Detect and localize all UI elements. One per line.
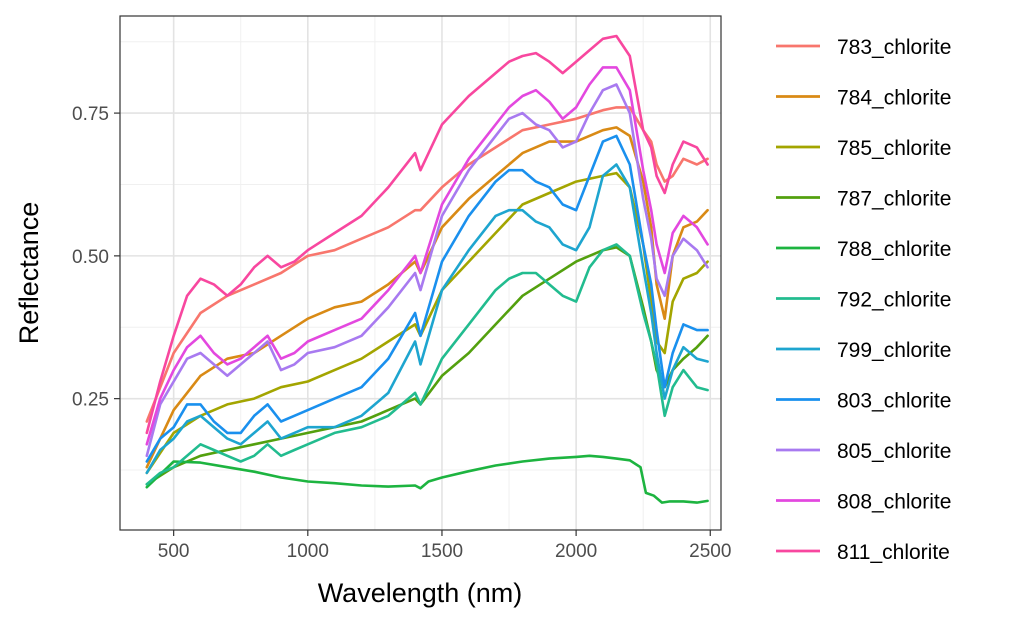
x-tick-label: 2500 — [689, 541, 731, 562]
y-axis: 0.25 0.50 0.75 — [72, 104, 120, 411]
x-tick-label: 500 — [158, 541, 190, 562]
series-line-792_chlorite — [145, 243, 709, 486]
legend-label: 785_chlorite — [837, 137, 951, 160]
legend-item: 799_chlorite — [776, 339, 951, 362]
legend-item: 783_chlorite — [776, 36, 951, 59]
y-axis-title: Reflectance — [14, 202, 44, 345]
y-tick-label: 0.50 — [72, 247, 109, 268]
legend-label: 805_chlorite — [837, 440, 951, 463]
x-axis: 500 1000 1500 2000 2500 — [158, 530, 731, 562]
legend-item: 808_chlorite — [776, 491, 951, 514]
legend-label: 799_chlorite — [837, 339, 951, 362]
legend-label: 787_chlorite — [837, 188, 951, 211]
legend-item: 811_chlorite — [776, 541, 950, 564]
legend-label: 783_chlorite — [837, 36, 951, 59]
legend-item: 784_chlorite — [776, 87, 951, 110]
legend-item: 805_chlorite — [776, 440, 951, 463]
series-line-808_chlorite — [145, 66, 709, 446]
series-line-805_chlorite — [145, 83, 709, 458]
x-tick-label: 1000 — [287, 541, 329, 562]
legend-label: 784_chlorite — [837, 87, 951, 110]
x-tick-label: 1500 — [421, 541, 463, 562]
y-tick-label: 0.75 — [72, 104, 109, 125]
legend-label: 792_chlorite — [837, 289, 951, 312]
series-line-799_chlorite — [145, 163, 709, 475]
x-axis-title: Wavelength (nm) — [318, 578, 523, 608]
legend-label: 788_chlorite — [837, 238, 951, 261]
legend-item: 792_chlorite — [776, 289, 951, 312]
legend-label: 808_chlorite — [837, 491, 951, 514]
grid-minor — [120, 16, 721, 530]
legend: 783_chlorite 784_chlorite 785_chlorite 787_… — [776, 36, 951, 564]
legend-item: 785_chlorite — [776, 137, 951, 160]
series-line-783_chlorite — [145, 106, 709, 423]
series-line-811_chlorite — [145, 34, 709, 435]
legend-label: 803_chlorite — [837, 390, 951, 413]
legend-label: 811_chlorite — [837, 541, 950, 564]
legend-item: 787_chlorite — [776, 188, 951, 211]
series-line-788_chlorite — [145, 454, 709, 504]
legend-item: 788_chlorite — [776, 238, 951, 261]
series-layer — [145, 34, 709, 504]
y-tick-label: 0.25 — [72, 390, 109, 411]
series-line-803_chlorite — [145, 134, 709, 463]
panel-border — [119, 15, 722, 531]
x-tick-label: 2000 — [555, 541, 597, 562]
legend-item: 803_chlorite — [776, 390, 951, 413]
